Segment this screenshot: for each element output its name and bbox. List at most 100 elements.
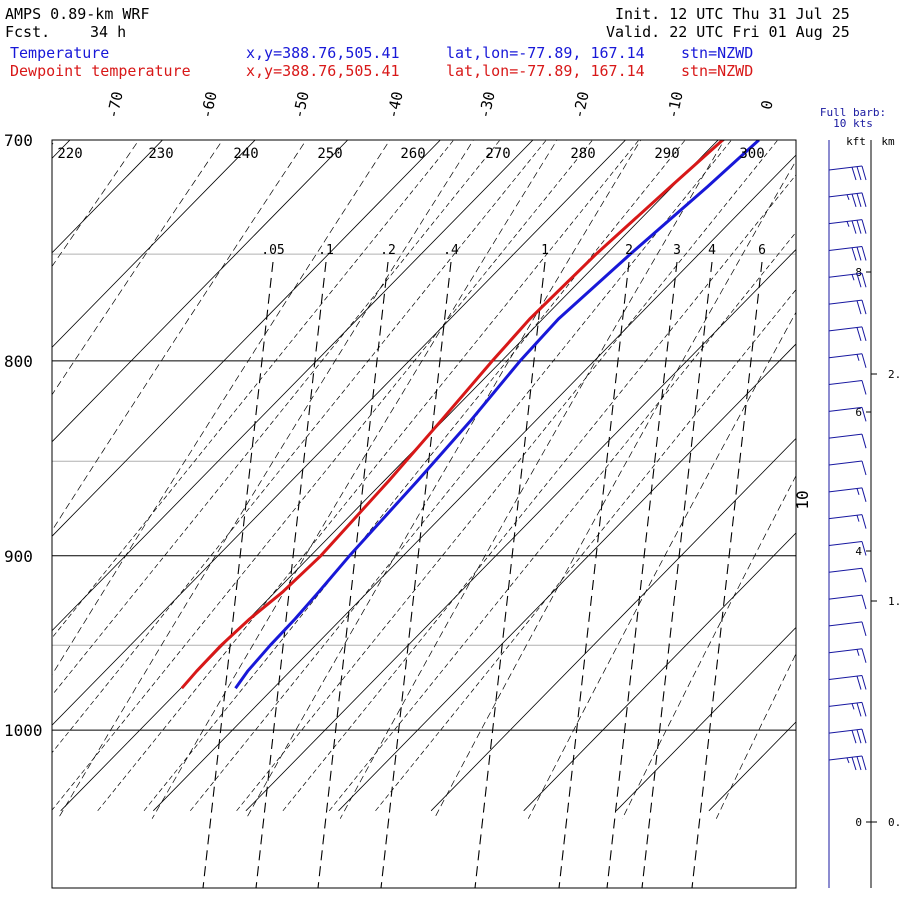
isotherm-line [52,140,164,254]
plot-frame [51,139,797,889]
wind-barb [828,380,867,395]
mixing-ratio-label: 3 [673,243,681,258]
wind-barb-shaft [828,728,863,734]
init-time: Init. 12 UTC Thu 31 Jul 25 [615,5,850,23]
wind-barb [828,728,867,744]
theta-tick-label: 220 [57,146,82,162]
dry-adiabat-line [52,140,224,396]
temperature-tick-label: 0 [757,99,776,112]
wind-barb-feather [861,380,867,395]
mixing-ratio-label: 2 [625,243,633,258]
wind-barb-shaft [828,675,863,681]
moist-adiabat-line [52,140,547,754]
wind-barb-feather [861,755,867,771]
wind-barb [828,755,867,771]
wind-barb-feather [856,327,862,342]
wind-barb-shaft [828,567,863,573]
mixing-ratio-label: .4 [443,243,459,258]
forecast-hours: 34 h [90,23,127,41]
wind-barb-shaft [828,192,863,198]
wind-barb-half-feather [856,515,860,522]
moist-adiabat-line [375,289,796,812]
wind-barb-feather [856,220,862,234]
wind-panel-title: Full barb: [820,106,886,119]
wind-barb [828,514,867,529]
wind-barb-shaft [828,621,863,627]
wind-barb [828,675,867,690]
isotherm-line [153,154,796,812]
dry-adiabat-line [810,116,900,819]
wind-barb [828,433,867,449]
mixing-ratio-line [317,261,389,888]
wind-barb-shaft [828,755,863,761]
wind-barb [828,567,867,583]
mixing-ratio-line [202,261,274,888]
wind-panel-subtitle: 10 kts [833,117,873,130]
mixing-ratio-line [255,261,327,888]
temperature-tick-label: -40 [383,90,406,120]
legend-temperature-stn: stn=NZWD [681,44,754,62]
wind-barb-shaft [828,165,863,171]
mixing-ratio-label: .2 [380,243,396,258]
wind-barb-half-feather [851,274,855,281]
wind-barb [828,165,867,181]
wind-barb [828,353,867,368]
wind-barb-feather [861,675,867,690]
wind-barb-feather [851,730,857,744]
isotherm-line [52,140,256,348]
wind-panel: Full barb:10 kts kft km 8 6 4 0 2. 1. 0. [820,106,900,888]
dry-adiabat-line [245,140,642,819]
isotherm-line [616,626,796,812]
wind-barb-shaft [828,648,863,654]
isotherm-line [245,248,796,812]
legend-temperature-xy: x,y=388.76,505.41 [246,44,400,62]
pressure-tick-label: 800 [4,352,33,371]
wind-barb [828,219,867,234]
wind-barb [828,406,867,422]
wind-barb [828,487,867,502]
legend-temperature-latlon: lat,lon=-77.89, 167.14 [446,44,645,62]
dry-adiabat-line [433,160,796,819]
dry-adiabat-line [57,140,474,819]
dry-adiabat-line [151,140,558,819]
mixing-ratio-label: 1 [541,243,549,258]
mixing-ratio-label: 4 [708,243,716,258]
mixing-ratio-line [606,261,678,888]
theta-tick-label: 240 [233,146,258,162]
wind-barb [828,621,867,637]
wind-barb-feather [861,702,867,717]
wind-barb [828,326,867,342]
moist-adiabat-line [97,140,640,812]
dry-adiabat-line [52,140,140,268]
temperature-tick-label: -20 [569,90,592,120]
wind-barb-feather [851,193,857,207]
dry-adiabat-line [527,311,796,819]
dry-adiabat-line [52,140,56,146]
isotherm-line [52,140,627,726]
wind-barb-feather [861,219,867,234]
wind-barb [828,272,867,288]
temperature-tick-label: -10 [663,90,686,120]
wind-barb-feather [861,192,867,207]
isotherm-line [338,343,796,812]
isotherm-line [52,140,441,537]
legend-dewpoint-name: Dewpoint temperature [10,62,191,80]
isotherm-line [52,140,534,632]
km-tick-label: 2. [888,368,900,381]
wind-barb [828,460,867,476]
wind-barb-shaft [828,514,863,520]
wind-barb-feather [856,702,862,717]
wind-barb-shaft [828,433,863,439]
kft-tick-label: 6 [855,406,862,419]
wind-barb-feather [851,247,857,261]
isotherm-line [52,140,71,159]
moist-adiabat-line [52,140,594,811]
dry-adiabat-line [621,474,796,819]
dry-adiabat-line [715,652,796,819]
mixing-ratio-line [380,261,452,888]
wind-barb-feather [856,193,862,207]
theta-tick-label: 250 [317,146,342,162]
wind-barb [828,299,867,315]
wind-barb-feather [861,568,867,583]
